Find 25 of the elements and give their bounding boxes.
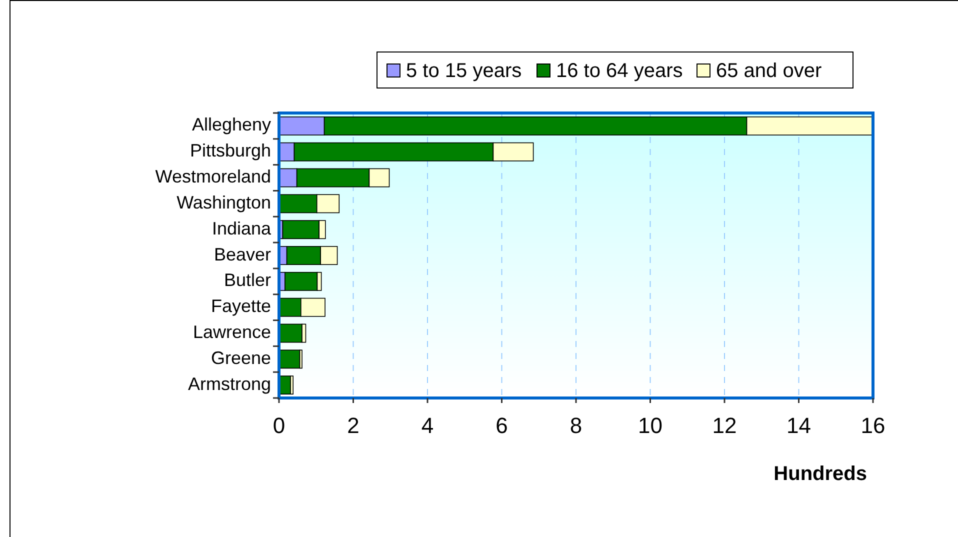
y-tick-label: Indiana (212, 218, 272, 238)
x-axis-title: Hundreds (774, 463, 867, 485)
legend-label: 16 to 64 years (556, 60, 683, 82)
y-tick-label: Pittsburgh (190, 140, 271, 161)
x-tick-label: 12 (712, 413, 737, 438)
x-tick-label: 8 (570, 413, 582, 438)
x-tick-label: 2 (347, 413, 360, 438)
y-tick-label: Washington (176, 192, 271, 212)
y-tick-label: Greene (210, 348, 271, 368)
bar (284, 272, 318, 291)
x-tick-label: 14 (786, 413, 811, 438)
y-tick-label: Fayette (210, 296, 271, 316)
x-tick-label: 16 (860, 413, 886, 438)
y-tick-label: Armstrong (188, 374, 271, 394)
legend-label: 5 to 15 years (406, 60, 522, 82)
y-tick-label: Westmoreland (155, 166, 271, 187)
y-tick-label: Lawrence (192, 322, 271, 342)
y-tick-label: Butler (224, 270, 271, 290)
y-tick-label: Beaver (214, 244, 271, 264)
x-tick-label: 10 (638, 413, 662, 438)
x-tick-label: 4 (421, 413, 434, 438)
legend-label: 65 and over (716, 60, 822, 82)
y-tick-label: Allegheny (192, 114, 271, 135)
x-tick-label: 6 (496, 413, 508, 438)
x-tick-label: 0 (272, 413, 286, 438)
